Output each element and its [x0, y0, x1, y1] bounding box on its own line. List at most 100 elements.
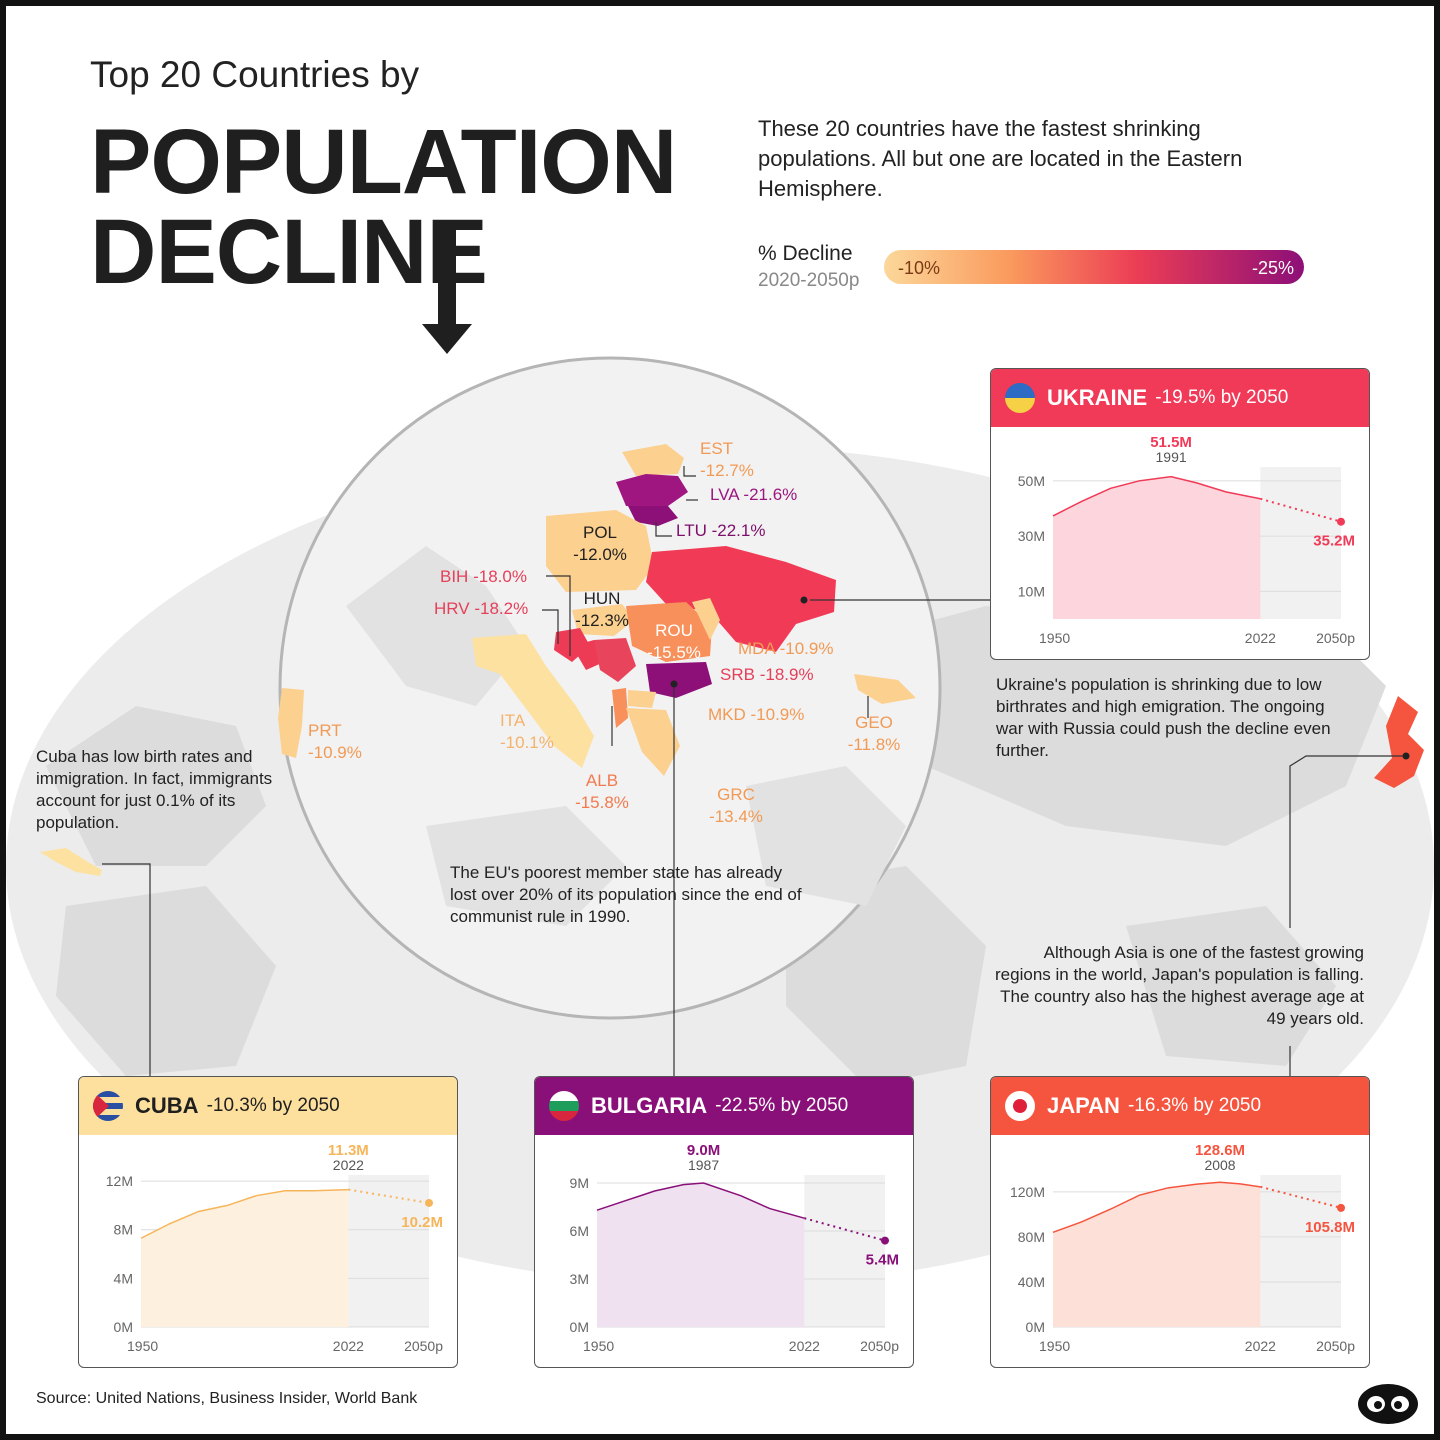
bulgaria-flag-icon: [549, 1091, 579, 1121]
card-decline: -22.5% by 2050: [715, 1095, 849, 1116]
series-line: [1052, 1181, 1261, 1234]
x-tick-label: 2050p: [1316, 1338, 1355, 1354]
note-bulgaria: The EU's poorest member state has alread…: [450, 863, 802, 926]
card-japan: JAPAN -16.3% by 2050 0M 40M 80M 120M 105.8M 1…: [990, 1076, 1370, 1368]
card-cuba: CUBA -10.3% by 2050 0M 4M 8M 12M 10.2M 11.3M 2…: [78, 1076, 458, 1368]
y-tick-label: 120M: [1010, 1184, 1045, 1200]
peak-year-label: 2008: [1204, 1157, 1235, 1173]
card-bulgaria: BULGARIA -22.5% by 2050 0M 3M 6M 9M 5.4M 9.0M…: [534, 1076, 914, 1368]
y-tick-label: 30M: [1018, 528, 1045, 544]
note-cuba: Cuba has low birth rates and immigration…: [36, 747, 273, 832]
infographic: Top 20 Countries by POPULATION DECLINE T…: [6, 6, 1434, 1434]
y-tick-label: 3M: [570, 1271, 589, 1287]
card-decline: -10.3% by 2050: [206, 1095, 340, 1116]
label-hrv: HRV -18.2%: [434, 599, 529, 618]
y-tick-label: 0M: [1026, 1319, 1045, 1335]
y-tick-label: 0M: [570, 1319, 589, 1335]
series-line: [1052, 475, 1261, 517]
legend-subtitle: 2020-2050p: [758, 270, 860, 291]
label-mkd: MKD -10.9%: [708, 705, 805, 724]
card-ukraine: UKRAINE -19.5% by 2050 10M 30M 50M 35.2M 51.…: [990, 368, 1370, 660]
leader-lines: [102, 466, 1406, 1076]
country-geo: [854, 674, 916, 704]
card-decline: -19.5% by 2050: [1155, 387, 1289, 408]
country-hun: [572, 604, 634, 636]
cuba-flag-icon: [93, 1091, 123, 1121]
country-ita: [472, 634, 594, 768]
peak-year-label: 1987: [688, 1157, 719, 1173]
y-tick-label: 10M: [1018, 583, 1045, 599]
label-alb: ALB -15.8%: [575, 771, 629, 812]
country-srb: [594, 638, 636, 682]
projection-line: [804, 1217, 886, 1242]
legend-title: % Decline: [758, 242, 853, 265]
title-prefix: Top 20 Countries by: [90, 54, 420, 95]
projection-line: [1260, 497, 1342, 523]
x-tick-label: 2022: [1245, 1338, 1276, 1354]
projection-point: [1337, 517, 1345, 526]
label-ltu: LTU -22.1%: [676, 521, 766, 540]
peak-value-label: 9.0M: [687, 1142, 720, 1159]
projection-zone: [804, 1175, 885, 1327]
label-pol: POL -12.0%: [573, 523, 627, 564]
end-value-label: 5.4M: [866, 1252, 899, 1269]
label-rou: ROU -15.5%: [647, 621, 701, 662]
country-alb: [612, 688, 628, 728]
card-header: CUBA -10.3% by 2050: [79, 1077, 457, 1135]
label-prt: PRT -10.9%: [308, 721, 362, 762]
country-rou: [626, 602, 712, 662]
x-tick-label: 2050p: [860, 1338, 899, 1354]
y-tick-label: 8M: [114, 1222, 133, 1238]
projection-zone: [1260, 467, 1341, 619]
label-hun: HUN -12.3%: [575, 589, 629, 630]
label-ita: ITA -10.1%: [500, 711, 554, 752]
japan-flag-icon: [1005, 1091, 1035, 1121]
card-header: BULGARIA -22.5% by 2050: [535, 1077, 913, 1135]
source-credit: Source: United Nations, Business Insider…: [36, 1390, 418, 1407]
peak-value-label: 11.3M: [328, 1142, 369, 1159]
projection-zone: [1260, 1175, 1341, 1327]
country-mkd: [628, 690, 656, 708]
label-lva: LVA -21.6%: [710, 485, 798, 504]
label-bih: BIH -18.0%: [440, 567, 527, 586]
country-grc: [626, 708, 680, 776]
y-tick-label: 9M: [570, 1175, 589, 1191]
y-tick-label: 4M: [114, 1270, 133, 1286]
country-prt: [278, 688, 304, 758]
intro-text: These 20 countries have the fastest shri…: [758, 116, 1243, 201]
lens-circle: [278, 356, 942, 1020]
y-tick-label: 6M: [570, 1223, 589, 1239]
y-tick-label: 0M: [114, 1319, 133, 1335]
x-tick-label: 2022: [789, 1338, 820, 1354]
projection-point: [1337, 1203, 1345, 1212]
publisher-logo-icon: [1358, 1384, 1418, 1424]
label-srb: SRB -18.9%: [720, 665, 814, 684]
label-grc: GRC -13.4%: [709, 785, 763, 826]
y-tick-label: 12M: [106, 1173, 133, 1189]
country-pol: [546, 510, 654, 592]
card-country: CUBA: [135, 1093, 199, 1118]
label-mda: MDA -10.9%: [738, 639, 834, 658]
card-header: JAPAN -16.3% by 2050: [991, 1077, 1369, 1135]
country-shapes: [278, 444, 916, 776]
series-line: [140, 1188, 349, 1239]
country-ltu: [628, 506, 678, 526]
title-line-1: POPULATION: [90, 111, 677, 213]
y-tick-label: 50M: [1018, 473, 1045, 489]
x-tick-label: 2050p: [404, 1338, 443, 1354]
japan-shape: [1374, 696, 1424, 788]
projection-point: [881, 1236, 889, 1245]
ukraine-flag-icon: [1005, 383, 1035, 413]
country-ukr: [646, 546, 836, 652]
country-lva: [616, 474, 688, 506]
y-tick-label: 40M: [1018, 1274, 1045, 1290]
x-tick-label: 1950: [1039, 630, 1070, 646]
card-decline: -16.3% by 2050: [1127, 1095, 1262, 1116]
projection-line: [1260, 1185, 1342, 1209]
peak-year-label: 2022: [333, 1157, 364, 1173]
country-est: [622, 444, 684, 476]
series-area: [597, 1183, 805, 1327]
label-geo: GEO -11.8%: [847, 713, 901, 754]
